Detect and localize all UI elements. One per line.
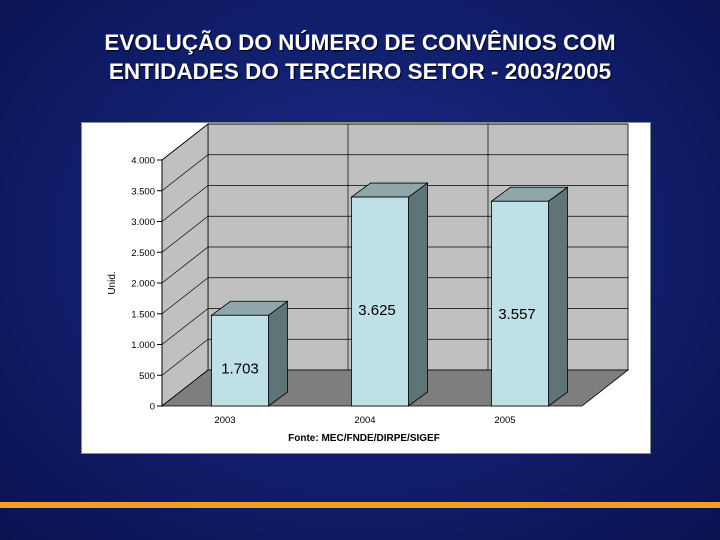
x-axis: 2003 2004 2005 bbox=[214, 415, 515, 426]
data-label: 3.557 bbox=[498, 306, 536, 323]
source-note: Fonte: MEC/FNDE/DIRPE/SIGEF bbox=[288, 433, 440, 444]
bar-2004: 3.625 bbox=[350, 182, 429, 407]
gridline-side bbox=[161, 123, 209, 161]
y-axis-label: Unid. bbox=[107, 271, 118, 294]
bar-side bbox=[408, 182, 428, 407]
x-tick-label: 2005 bbox=[494, 415, 515, 426]
y-tick-label: 1.500 bbox=[131, 309, 155, 320]
bar-front bbox=[491, 200, 549, 407]
y-axis: 0 500 1.000 1.500 2.000 2.500 3.000 3.500 4.000 bbox=[131, 156, 163, 413]
data-label: 1.703 bbox=[221, 360, 259, 377]
x-tick-label: 2004 bbox=[354, 415, 375, 426]
y-tick-label: 3.500 bbox=[131, 186, 155, 197]
x-tick-label: 2003 bbox=[214, 415, 235, 426]
gridline-side bbox=[161, 277, 209, 315]
y-tick-label: 0 bbox=[150, 402, 155, 413]
gridline-side bbox=[161, 246, 209, 284]
gridline-side bbox=[161, 215, 209, 253]
y-tick-label: 1.000 bbox=[131, 340, 155, 351]
gridline-side bbox=[161, 308, 209, 345]
gridline-side bbox=[161, 185, 209, 222]
bar-front bbox=[351, 196, 409, 407]
y-tick-label: 500 bbox=[139, 371, 155, 382]
gridline-side bbox=[161, 338, 209, 376]
y-tick-label: 3.000 bbox=[131, 217, 155, 228]
y-tick-label: 2.500 bbox=[131, 248, 155, 259]
chart-panel: 0 500 1.000 1.500 2.000 2.500 3.000 3.500 4.000 … bbox=[81, 122, 651, 454]
y-tick-label: 4.000 bbox=[131, 156, 155, 167]
slide-title: EVOLUÇÃO DO NÚMERO DE CONVÊNIOS COM ENTI… bbox=[0, 28, 720, 86]
bar-side bbox=[268, 300, 288, 407]
bottom-accent-bar bbox=[0, 502, 720, 508]
bar-chart: 05001.0001.5002.0002.5003.0003.5004.000 … bbox=[107, 123, 630, 444]
bars: 1.703 3.625 3.557 bbox=[210, 182, 569, 407]
bar-2003: 1.703 bbox=[210, 300, 289, 407]
title-line-2: ENTIDADES DO TERCEIRO SETOR - 2003/2005 bbox=[108, 59, 612, 84]
bar-front bbox=[211, 314, 269, 407]
title-line-1: EVOLUÇÃO DO NÚMERO DE CONVÊNIOS COM bbox=[104, 30, 616, 55]
y-tick-label: 2.000 bbox=[131, 279, 155, 290]
bar-2005: 3.557 bbox=[490, 186, 569, 407]
gridline-side bbox=[161, 154, 209, 192]
bar-side bbox=[548, 186, 568, 407]
data-label: 3.625 bbox=[358, 302, 396, 319]
